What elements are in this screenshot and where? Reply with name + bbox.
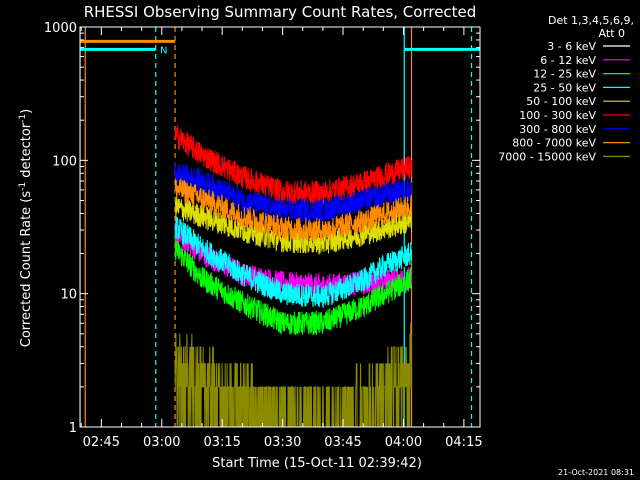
chart-title: RHESSI Observing Summary Count Rates, Co… xyxy=(84,3,477,21)
night-bar-label: N xyxy=(160,45,167,56)
x-tick-label: 03:00 xyxy=(143,435,180,450)
y-axis: 1 10 100 1000 xyxy=(44,21,480,436)
x-axis: 02:45 03:00 03:15 03:30 03:45 04:00 04:15 xyxy=(80,27,483,450)
x-tick-label: 03:45 xyxy=(324,435,361,450)
legend-header-attenuator: Att 0 xyxy=(599,27,625,40)
legend-entry-label: 100 - 300 keV xyxy=(519,109,596,122)
x-tick-label: 04:15 xyxy=(445,435,482,450)
x-tick-label: 04:00 xyxy=(385,435,422,450)
legend-header-detectors: Det 1,3,4,5,6,9, xyxy=(548,14,634,27)
x-tick-label: 02:45 xyxy=(83,435,120,450)
x-tick-label: 03:30 xyxy=(264,435,301,450)
legend-entry-label: 12 - 25 keV xyxy=(533,68,596,81)
legend-entry-label: 3 - 6 keV xyxy=(547,40,596,53)
series-line xyxy=(174,178,412,243)
y-axis-label: Corrected Count Rate (s-1 detector-1) xyxy=(18,109,34,347)
series-line xyxy=(174,162,412,223)
legend-entry-label: 800 - 7000 keV xyxy=(512,137,596,150)
legend-entry-label: 6 - 12 keV xyxy=(540,54,596,67)
state-bars: SN xyxy=(80,37,480,56)
y-tick-label: 1000 xyxy=(44,21,77,36)
legend-entry-label: 300 - 800 keV xyxy=(519,123,596,136)
y-tick-label: 10 xyxy=(60,288,77,303)
series-line xyxy=(174,237,412,336)
series-line xyxy=(174,125,412,205)
legend-entry-label: 50 - 100 keV xyxy=(526,95,596,108)
x-axis-label: Start Time (15-Oct-11 02:39:42) xyxy=(212,456,422,471)
footer-date: 21-Oct-2021 08:31 xyxy=(558,468,634,477)
x-tick-label: 03:15 xyxy=(203,435,240,450)
legend-entry-label: 7000 - 15000 keV xyxy=(498,150,596,163)
y-tick-label: 100 xyxy=(52,154,77,169)
y-tick-label: 1 xyxy=(69,421,77,436)
plot-frame xyxy=(79,26,481,428)
series-lines xyxy=(174,125,412,427)
legend-entry-label: 25 - 50 keV xyxy=(533,81,596,94)
series-line xyxy=(174,216,412,308)
